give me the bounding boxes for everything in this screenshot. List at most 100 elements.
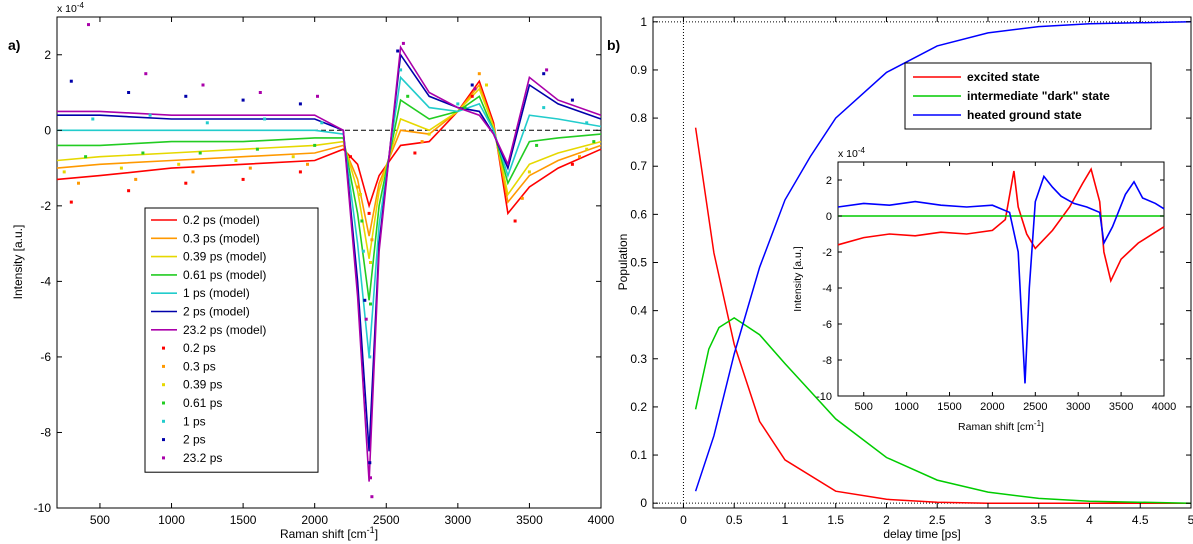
inset-ticks: 500 1000 1500 2000 2500 3000 3500 4000 -10 -8 -6 -4…: [816, 162, 1176, 413]
data-point: [578, 155, 581, 159]
y-tick-label: 0.9: [630, 63, 647, 77]
y-tick-label: 1: [640, 15, 647, 29]
inset-line-0: [837, 167, 1165, 284]
panel-a-legend: 0.2 ps (model) 0.3 ps (model) 0.39 ps (mod…: [144, 207, 319, 473]
data-point: [370, 495, 374, 499]
y-tick-label: -8: [822, 355, 832, 367]
series-line-0: [56, 79, 602, 216]
legend-entry: 23.2 ps (model): [183, 323, 266, 337]
legend-swatch: [162, 419, 165, 423]
legend-entry: 0.39 ps (model): [183, 250, 266, 264]
data-point: [349, 155, 352, 159]
legend-entry: heated ground state: [967, 108, 1082, 122]
y-tick-label: 2: [44, 48, 51, 62]
inset-xlabel: Raman shift [cm-1]: [958, 419, 1044, 433]
y-tick-label: 0: [44, 123, 51, 137]
data-point: [456, 102, 460, 106]
series-line-6: [57, 44, 602, 482]
x-tick-label: 2000: [301, 513, 328, 527]
data-point: [258, 91, 262, 94]
data-point: [477, 72, 481, 76]
data-point: [470, 94, 474, 98]
inset-exponent: x 10-4: [838, 146, 866, 160]
data-point: [470, 83, 474, 87]
data-point: [406, 94, 410, 98]
data-point: [427, 132, 431, 136]
legend-box: [144, 207, 319, 473]
x-tick-label: 2.5: [929, 513, 946, 527]
panel-a-ticks: 500 1000 1500 2000 2500 3000 3500 4000 -10 -8 -6 -4…: [34, 17, 615, 527]
panel-b-xlabel: delay time [ps]: [883, 527, 960, 541]
data-point: [520, 196, 524, 200]
x-tick-label: 500: [855, 401, 873, 413]
inset-line-2: [837, 174, 1165, 384]
x-tick-label: 4.5: [1132, 513, 1149, 527]
legend-swatch: [162, 346, 165, 350]
legend-entry: 0.2 ps: [183, 341, 216, 355]
x-tick-label: 4000: [1152, 401, 1176, 413]
panel-a-label: a): [8, 37, 20, 53]
y-tick-label: -4: [822, 283, 832, 295]
legend-swatch: [162, 364, 165, 368]
data-point: [473, 87, 477, 91]
data-point: [184, 181, 188, 185]
population-line-1: [694, 317, 1192, 504]
data-point: [542, 106, 546, 110]
data-point: [369, 476, 372, 480]
y-tick-label: -2: [40, 199, 51, 213]
y-tick-label: -8: [40, 425, 51, 439]
data-point: [141, 151, 145, 155]
panel-a-axes: [56, 16, 602, 509]
y-tick-label: -4: [40, 274, 51, 288]
x-tick-label: 3: [985, 513, 992, 527]
x-tick-label: 3000: [444, 513, 471, 527]
data-point: [367, 211, 371, 215]
y-tick-label: -10: [34, 501, 52, 515]
data-point: [485, 83, 488, 87]
data-point: [535, 143, 539, 147]
panel-b-ticks: 0 0.5 1 1.5 2 2.5 3 3.5 4 4.5 5 0 0.1 0.2 0.3 0.4 0.5 0.6…: [630, 15, 1193, 527]
data-point: [291, 155, 295, 159]
data-point: [368, 355, 372, 359]
data-point: [399, 68, 403, 72]
x-tick-label: 4: [1086, 513, 1093, 527]
data-point: [542, 72, 546, 76]
data-point: [69, 79, 73, 83]
data-point: [201, 83, 205, 87]
data-point: [127, 189, 131, 193]
data-point: [316, 94, 319, 98]
data-point: [87, 23, 90, 27]
y-tick-label: 0.6: [630, 207, 647, 221]
data-point: [298, 170, 302, 174]
y-tick-label: 0.7: [630, 159, 647, 173]
data-point: [361, 249, 365, 253]
data-point: [401, 41, 405, 45]
data-point: [570, 98, 574, 102]
x-tick-label: 0: [680, 513, 687, 527]
data-point: [119, 166, 123, 170]
legend-entry: 0.39 ps: [183, 378, 222, 392]
legend-entry: excited state: [967, 70, 1040, 84]
legend-swatch: [162, 383, 165, 387]
x-tick-label: 500: [90, 513, 110, 527]
y-tick-label: -2: [822, 247, 832, 259]
data-point: [134, 177, 138, 181]
y-tick-label: -6: [40, 350, 51, 364]
panel-a: 500 1000 1500 2000 2500 3000 3500 4000 -10 -8 -6 -4…: [11, 1, 615, 541]
data-point: [91, 117, 95, 121]
data-point: [585, 121, 589, 125]
inset-plot-area: [837, 167, 1165, 384]
data-point: [413, 151, 417, 155]
legend-entry: 1 ps (model): [183, 286, 250, 300]
panel-b-label: b): [607, 37, 620, 53]
panel-b-ylabel: Population: [616, 234, 630, 291]
data-point: [356, 185, 360, 189]
data-point: [298, 102, 302, 106]
data-point: [396, 49, 400, 53]
x-tick-label: 2: [883, 513, 890, 527]
y-tick-label: 0.8: [630, 111, 647, 125]
x-tick-label: 1: [782, 513, 789, 527]
data-point: [545, 68, 549, 72]
data-point: [370, 238, 374, 242]
